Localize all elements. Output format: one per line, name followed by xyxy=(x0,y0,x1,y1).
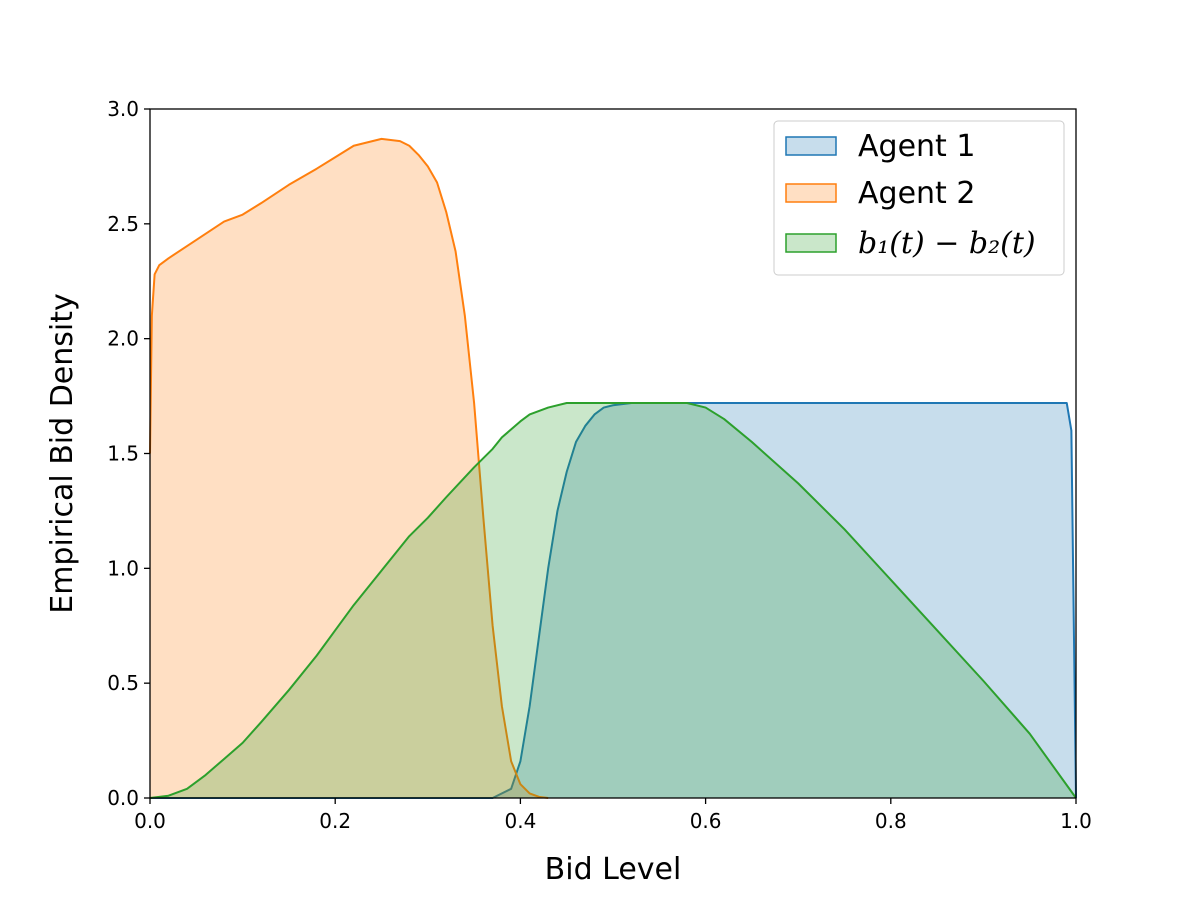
legend-label-3: b₁(t) − b₂(t) xyxy=(858,226,1036,261)
legend-swatch-3 xyxy=(785,233,837,253)
legend-label-1: Agent 1 xyxy=(858,129,975,164)
x-tick-label: 0.4 xyxy=(504,809,536,833)
series-line-2 xyxy=(149,137,549,799)
series-line-3 xyxy=(149,401,1077,799)
y-axis: 0.0 0.5 1.0 1.5 2.0 2.5 3.0 xyxy=(107,97,150,810)
x-axis-label: Bid Level xyxy=(545,852,682,887)
y-tick-label: 2.0 xyxy=(107,327,139,351)
x-tick-label: 1.0 xyxy=(1060,809,1092,833)
series-line-1 xyxy=(150,401,1077,799)
series-area-1 xyxy=(150,402,1076,798)
y-tick-label: 3.0 xyxy=(107,97,139,121)
x-tick-label: 0.2 xyxy=(319,809,351,833)
x-axis: 0.0 0.2 0.4 0.6 0.8 1.0 xyxy=(134,798,1092,833)
y-tick-label: 1.5 xyxy=(107,442,139,466)
legend-swatch-1 xyxy=(785,136,837,156)
legend-box xyxy=(773,120,1065,276)
y-tick-label: 0.5 xyxy=(107,671,139,695)
legend-label-2: Agent 2 xyxy=(858,176,975,211)
y-axis-label: Empirical Bid Density xyxy=(45,293,80,614)
series-area-3 xyxy=(150,402,1076,798)
y-tick-label: 2.5 xyxy=(107,212,139,236)
x-tick-label: 0.6 xyxy=(690,809,722,833)
y-tick-label: 1.0 xyxy=(107,556,139,580)
series-area-2 xyxy=(150,138,549,799)
x-tick-label: 0.0 xyxy=(134,809,166,833)
legend-swatch-2 xyxy=(785,183,837,203)
series-layer xyxy=(149,137,1077,799)
x-tick-label: 0.8 xyxy=(875,809,907,833)
legend: Agent 1 Agent 2 b₁(t) − b₂(t) xyxy=(773,120,1065,276)
y-tick-label: 0.0 xyxy=(107,786,139,810)
